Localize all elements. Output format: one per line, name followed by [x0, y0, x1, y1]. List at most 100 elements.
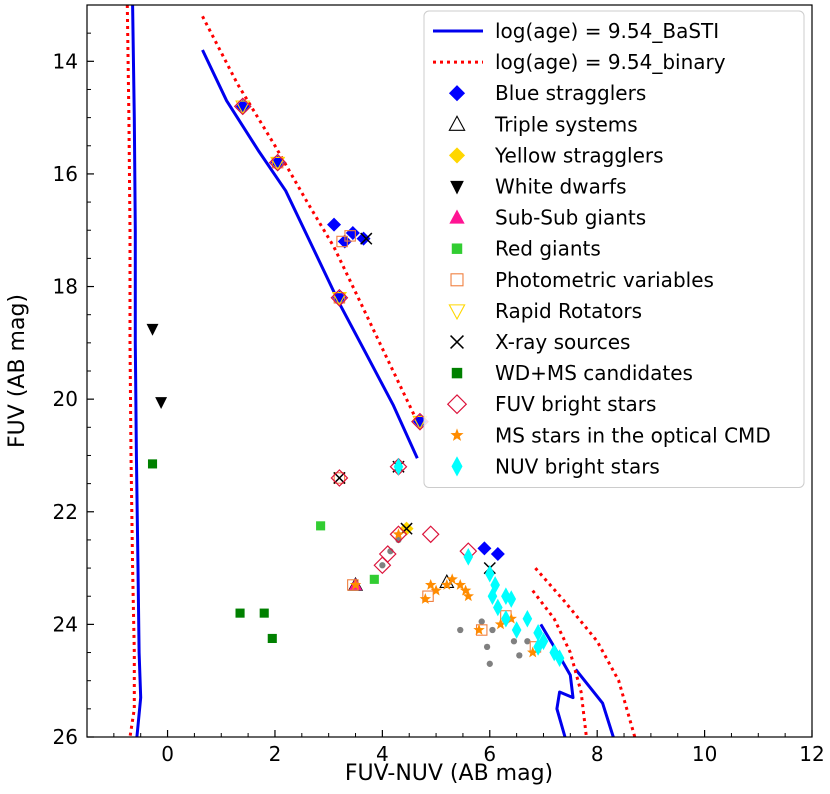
legend-label: Rapid Rotators [495, 299, 642, 323]
y-tick-label: 20 [53, 387, 78, 411]
ms-stars-in-the-optical-cmd-point [494, 618, 507, 630]
blue-stragglers-point [490, 547, 505, 561]
red-giants-point [369, 574, 379, 584]
nuv-bright-stars-point [554, 649, 565, 667]
wd-ms-candidates-point [259, 608, 269, 618]
y-tick-label: 24 [53, 612, 78, 636]
legend-marker-swatch [450, 428, 464, 441]
legend-item-fuv-bright-stars: FUV bright stars [446, 392, 656, 416]
fuv-bright-stars-point [233, 97, 252, 116]
nuv-bright-stars-point [501, 609, 511, 628]
legend-label: Blue stragglers [495, 81, 646, 105]
ms-stars-in-the-optical-cmd-point [527, 646, 539, 658]
x-tick-label: 4 [376, 742, 389, 766]
x-tick-label: 8 [591, 742, 604, 766]
legend-item-rapid-rotators: Rapid Rotators [448, 299, 642, 323]
legend-marker-swatch [450, 180, 464, 195]
legend-marker-swatch [450, 335, 464, 349]
nuv-bright-stars-point [506, 590, 517, 608]
log-age-9-54-binary-curve-segment [534, 567, 637, 738]
ms-stars-in-the-optical-cmd-point [392, 528, 405, 540]
unlabeled-point [524, 638, 531, 645]
y-axis-label: FUV (AB mag) [5, 294, 30, 448]
blue-stragglers-point [477, 541, 492, 556]
legend-marker-swatch [448, 304, 466, 321]
legend-item-yellow-stragglers: Yellow stragglers [448, 143, 664, 167]
log-age-9-54-basti-curve-segment [131, 4, 143, 738]
legend-item-sub-sub-giants: Sub-Sub giants [449, 206, 646, 230]
legend-item-blue-stragglers: Blue stragglers [448, 81, 646, 105]
legend-marker-swatch [448, 85, 466, 102]
legend-label: NUV bright stars [495, 454, 660, 478]
legend-item-log-age-9-54-binary: log(age) = 9.54_binary [433, 50, 726, 74]
log-age-9-54-binary-curve-segment [531, 589, 588, 738]
x-axis-label: FUV-NUV (AB mag) [345, 761, 553, 786]
legend-marker-swatch [451, 367, 463, 379]
log-age-9-54-basti-curve-segment [574, 668, 615, 738]
log-age-9-54-binary-curve-segment [201, 15, 422, 428]
legend-label: FUV bright stars [495, 392, 656, 416]
legend-item-nuv-bright-stars: NUV bright stars [451, 454, 660, 478]
nuv-bright-stars-point [487, 587, 498, 606]
legend-box [423, 10, 805, 488]
legend-label: X-ray sources [495, 330, 630, 354]
wd-ms-candidates-point [235, 608, 245, 618]
legend: log(age) = 9.54_BaSTI log(age) = 9.54_bin… [423, 10, 805, 488]
legend-marker-swatch [451, 456, 463, 477]
legend-item-red-giants: Red giants [451, 237, 601, 261]
photometric-variables-point [333, 472, 346, 484]
legend-item-ms-stars-in-the-optical-cmd: MS stars in the optical CMD [450, 423, 771, 447]
fuv-bright-stars-point [330, 288, 349, 307]
unlabeled-point [510, 638, 518, 645]
legend-item-triple-systems: Triple systems [448, 112, 638, 136]
nuv-bright-stars-point [493, 598, 503, 617]
red-giants-point [316, 521, 326, 531]
legend-marker-swatch [450, 273, 464, 287]
legend-item-wd-ms-candidates: WD+MS candidates [451, 361, 693, 385]
legend-marker-swatch [446, 394, 468, 415]
legend-item-white-dwarfs: White dwarfs [450, 175, 627, 199]
ms-stars-in-the-optical-cmd-point [446, 573, 458, 585]
legend-label: Triple systems [494, 112, 638, 136]
legend-label: WD+MS candidates [495, 361, 693, 385]
legend-label: Sub-Sub giants [495, 206, 646, 230]
unlabeled-point [457, 626, 464, 634]
legend-marker-swatch [451, 243, 463, 254]
nuv-bright-stars-point [533, 638, 543, 656]
rapid-rotators-point [235, 100, 251, 115]
blue-stragglers-point [270, 155, 285, 170]
ms-stars-in-the-optical-cmd-point [349, 578, 362, 590]
wd-ms-candidates-point [147, 459, 158, 469]
log-age-9-54-binary-curve-segment [125, 4, 136, 738]
fuv-bright-stars-point [268, 153, 287, 172]
unlabeled-point [483, 643, 491, 651]
nuv-bright-stars-point [522, 609, 533, 628]
legend-label: White dwarfs [495, 175, 627, 199]
ms-stars-in-the-optical-cmd-point [441, 578, 453, 590]
legend-label: MS stars in the optical CMD [495, 423, 771, 447]
blue-stragglers-point [327, 217, 342, 232]
unlabeled-point [478, 618, 485, 625]
white-dwarfs-point [155, 397, 168, 409]
y-tick-label: 14 [53, 49, 78, 73]
log-age-9-54-basti-curve-segment [201, 49, 419, 459]
fuv-bright-stars-point [330, 469, 349, 487]
legend-item-x-ray-sources: X-ray sources [450, 330, 630, 354]
y-tick-label: 22 [53, 500, 78, 524]
legend-label: Yellow stragglers [494, 143, 664, 167]
legend-label: Red giants [495, 237, 601, 261]
nuv-bright-stars-point [490, 576, 500, 594]
unlabeled-point [486, 660, 493, 667]
ms-stars-in-the-optical-cmd-point [425, 578, 437, 590]
ms-stars-in-the-optical-cmd-point [473, 624, 485, 635]
nuv-bright-stars-point [533, 624, 543, 642]
y-tick-label: 16 [53, 162, 78, 186]
wd-ms-candidates-point [267, 633, 277, 644]
unlabeled-point [379, 562, 386, 569]
legend-marker-swatch [448, 147, 466, 164]
blue-stragglers-point [332, 290, 347, 305]
legend-label: Photometric variables [495, 268, 714, 292]
rapid-rotators-point [270, 156, 286, 171]
white-dwarfs-point [146, 323, 159, 336]
